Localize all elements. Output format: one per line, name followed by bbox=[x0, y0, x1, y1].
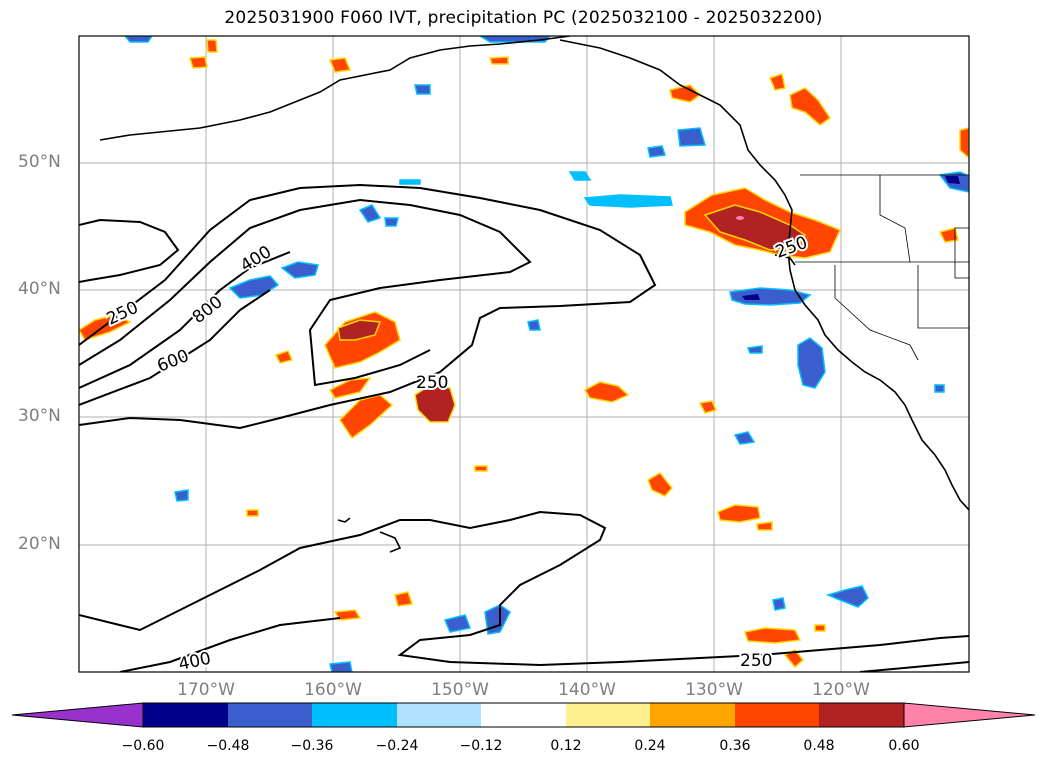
colorbar-tick: 0.60 bbox=[888, 738, 920, 754]
colorbar-tick: 0.24 bbox=[634, 738, 666, 754]
contour-label-250-b: 250 bbox=[416, 373, 448, 393]
map-plot-area bbox=[79, 36, 969, 672]
colorbar-tick: 0.48 bbox=[803, 738, 835, 754]
colorbar-bin bbox=[312, 703, 397, 727]
colorbar-bin bbox=[650, 703, 735, 727]
colorbar-bin bbox=[397, 703, 481, 727]
colorbar-extend-max bbox=[903, 702, 1036, 728]
colorbar-tick: −0.12 bbox=[459, 738, 503, 754]
colorbar-bin bbox=[143, 703, 228, 727]
lat-label-40n: 40°N bbox=[18, 279, 61, 299]
lon-label-170w: 170°W bbox=[177, 680, 235, 700]
colorbar bbox=[11, 702, 1036, 728]
precip-negative-anomalies bbox=[124, 36, 969, 672]
precip-positive-anomalies bbox=[79, 39, 969, 669]
lon-label-130w: 130°W bbox=[685, 680, 743, 700]
colorbar-tick: −0.48 bbox=[206, 738, 250, 754]
colorbar-bin bbox=[735, 703, 819, 727]
colorbar-bin bbox=[819, 703, 904, 727]
ivt-contours bbox=[79, 183, 969, 672]
colorbar-bin bbox=[566, 703, 650, 727]
colorbar-tick: 0.12 bbox=[550, 738, 582, 754]
colorbar-bin bbox=[481, 703, 566, 727]
colorbar-tick: −0.36 bbox=[290, 738, 334, 754]
map-title: 2025031900 F060 IVT, precipitation PC (2… bbox=[224, 8, 823, 28]
colorbar-border bbox=[142, 702, 905, 728]
graticule bbox=[79, 36, 969, 672]
colorbar-tick: −0.60 bbox=[121, 738, 165, 754]
lon-label-150w: 150°W bbox=[431, 680, 489, 700]
map-border bbox=[78, 35, 970, 673]
colorbar-extend-min bbox=[11, 702, 144, 728]
lat-label-30n: 30°N bbox=[18, 406, 61, 426]
contour-label-400-b: 400 bbox=[177, 649, 213, 675]
state-borders bbox=[795, 174, 969, 361]
colorbar-tick: −0.24 bbox=[375, 738, 419, 754]
colorbar-bin bbox=[228, 703, 312, 727]
lon-label-140w: 140°W bbox=[558, 680, 616, 700]
lat-label-20n: 20°N bbox=[18, 534, 61, 554]
lat-label-50n: 50°N bbox=[18, 152, 61, 172]
colorbar-tick: 0.36 bbox=[719, 738, 751, 754]
lon-label-160w: 160°W bbox=[304, 680, 362, 700]
contour-label-250-d: 250 bbox=[740, 651, 772, 671]
lon-label-120w: 120°W bbox=[812, 680, 870, 700]
coastlines bbox=[99, 36, 969, 553]
